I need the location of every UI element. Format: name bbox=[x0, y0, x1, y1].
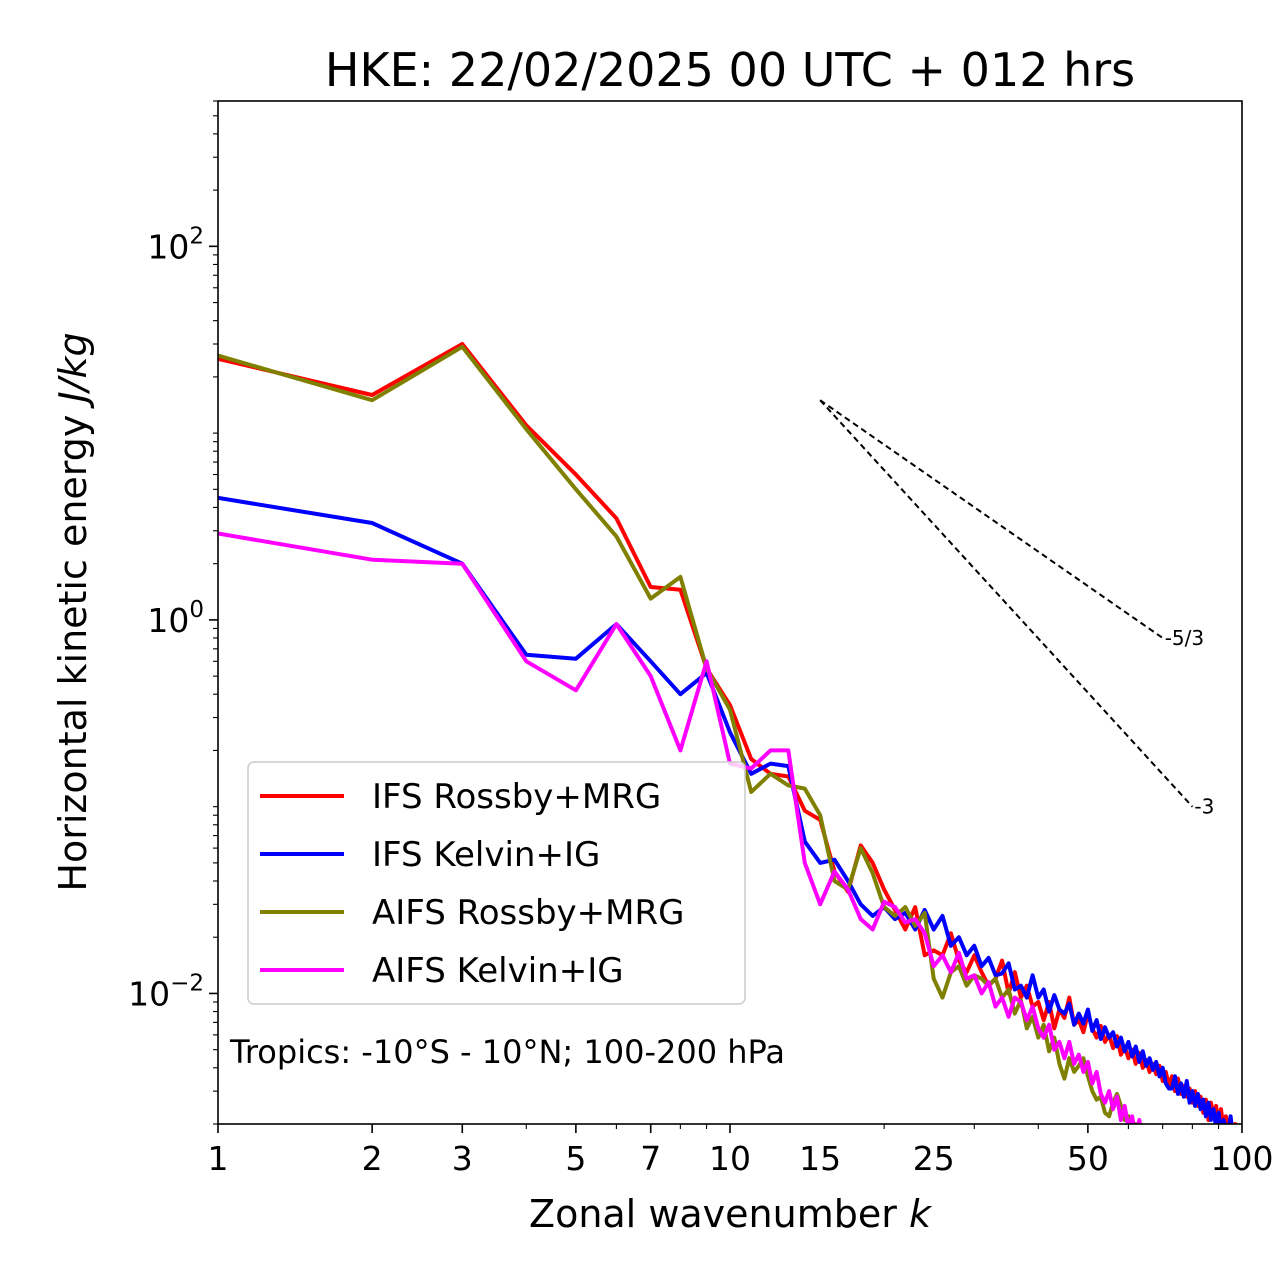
x-tick-label: 25 bbox=[913, 1139, 955, 1178]
chart-title: HKE: 22/02/2025 00 UTC + 012 hrs bbox=[325, 43, 1135, 97]
y-tick-label-base: 10 bbox=[128, 974, 170, 1013]
legend-label: AIFS Rossby+MRG bbox=[372, 893, 684, 933]
x-tick-label: 2 bbox=[362, 1139, 383, 1178]
x-axis-label: Zonal wavenumber k bbox=[529, 1192, 933, 1236]
y-tick-label-base: 10 bbox=[147, 227, 189, 266]
series-line bbox=[218, 531, 1142, 1124]
reference-slope-labels: -5/3 -3 bbox=[1165, 626, 1215, 819]
y-tick-label: 102 bbox=[147, 223, 204, 266]
legend-box bbox=[247, 761, 746, 1005]
series-line bbox=[218, 344, 1138, 1124]
region-annotation: Tropics: -10°S - 10°N; 100-200 hPa bbox=[229, 1033, 785, 1071]
x-tick-label: 3 bbox=[452, 1139, 473, 1178]
y-axis-label-unit: J/kg bbox=[51, 332, 95, 409]
reference-line bbox=[819, 399, 1194, 808]
legend-entries: IFS Rossby+MRG IFS Kelvin+IG AIFS Rossby+M… bbox=[260, 777, 684, 991]
x-axis-label-text: Zonal wavenumber bbox=[529, 1192, 897, 1236]
legend: IFS Rossby+MRG IFS Kelvin+IG AIFS Rossby+M… bbox=[247, 761, 746, 1005]
x-tick-label: 10 bbox=[709, 1139, 751, 1178]
reference-line-label: -5/3 bbox=[1165, 626, 1204, 650]
y-tick-label-exponent: −2 bbox=[170, 970, 204, 996]
x-tick-label: 50 bbox=[1067, 1139, 1109, 1178]
reference-line bbox=[819, 399, 1164, 639]
reference-line-label: -3 bbox=[1194, 795, 1214, 819]
series-line bbox=[218, 342, 1238, 1124]
legend-label: AIFS Kelvin+IG bbox=[372, 951, 624, 991]
reference-slope-lines bbox=[819, 399, 1194, 808]
y-tick-label-base: 10 bbox=[147, 601, 189, 640]
x-tick-label: 5 bbox=[565, 1139, 586, 1178]
y-tick-label: 100 bbox=[147, 597, 204, 640]
x-tick-label: 15 bbox=[799, 1139, 841, 1178]
y-tick-label-exponent: 2 bbox=[189, 223, 204, 249]
y-axis-label: Horizontal kinetic energy J/kg bbox=[51, 332, 95, 891]
legend-label: IFS Rossby+MRG bbox=[372, 777, 661, 817]
x-tick-label: 7 bbox=[640, 1139, 661, 1178]
y-tick-label-exponent: 0 bbox=[189, 597, 204, 623]
series-lines bbox=[218, 342, 1238, 1124]
legend-label: IFS Kelvin+IG bbox=[372, 835, 600, 875]
x-axis-label-variable: k bbox=[909, 1192, 933, 1236]
x-tick-label: 1 bbox=[208, 1139, 229, 1178]
y-axis-label-text: Horizontal kinetic energy bbox=[51, 415, 95, 892]
y-tick-label: 10−2 bbox=[128, 970, 204, 1013]
x-axis-ticks: 1 2 3 5 7 10 15 25 50 100 bbox=[208, 1124, 1274, 1178]
x-tick-label: 100 bbox=[1211, 1139, 1274, 1178]
series-line bbox=[218, 495, 1234, 1124]
